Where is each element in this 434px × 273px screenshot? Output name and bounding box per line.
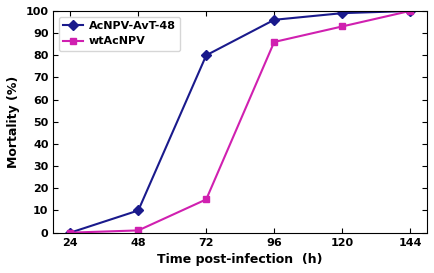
wtAcNPV (68, 231, 73, 234)
AcNPV-AvT-48 (339, 11, 345, 15)
wtAcNPV (272, 40, 277, 44)
AcNPV-AvT-48 (204, 54, 209, 57)
Line: AcNPV-AvT-48: AcNPV-AvT-48 (67, 7, 414, 236)
wtAcNPV (136, 229, 141, 232)
AcNPV-AvT-48 (136, 209, 141, 212)
wtAcNPV (408, 9, 413, 13)
Y-axis label: Mortality (%): Mortality (%) (7, 76, 20, 168)
Legend: AcNPV-AvT-48, wtAcNPV: AcNPV-AvT-48, wtAcNPV (59, 16, 181, 51)
AcNPV-AvT-48 (272, 18, 277, 22)
Line: wtAcNPV: wtAcNPV (67, 7, 414, 236)
AcNPV-AvT-48 (68, 231, 73, 234)
wtAcNPV (339, 25, 345, 28)
AcNPV-AvT-48 (408, 9, 413, 13)
X-axis label: Time post-infection  (h): Time post-infection (h) (158, 253, 323, 266)
wtAcNPV (204, 198, 209, 201)
